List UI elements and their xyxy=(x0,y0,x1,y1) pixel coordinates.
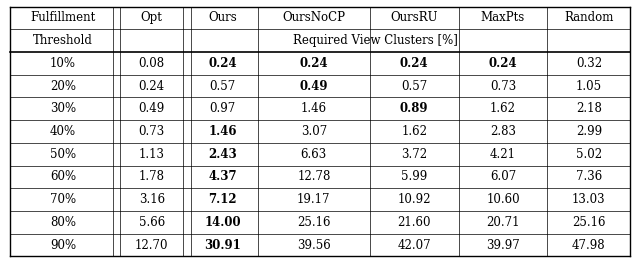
Text: 6.07: 6.07 xyxy=(490,170,516,183)
Text: 1.78: 1.78 xyxy=(139,170,165,183)
Text: 80%: 80% xyxy=(50,216,76,229)
Text: 10%: 10% xyxy=(50,57,76,70)
Text: 0.97: 0.97 xyxy=(209,102,236,115)
Text: 1.05: 1.05 xyxy=(576,80,602,93)
Text: Fulfillment: Fulfillment xyxy=(30,11,95,24)
Text: 0.49: 0.49 xyxy=(139,102,165,115)
Text: 14.00: 14.00 xyxy=(204,216,241,229)
Text: 40%: 40% xyxy=(50,125,76,138)
Text: 3.07: 3.07 xyxy=(301,125,327,138)
Text: 0.57: 0.57 xyxy=(401,80,428,93)
Text: 2.99: 2.99 xyxy=(576,125,602,138)
Text: 12.78: 12.78 xyxy=(297,170,330,183)
Text: 0.24: 0.24 xyxy=(489,57,517,70)
Text: 12.70: 12.70 xyxy=(135,239,168,252)
Text: 6.63: 6.63 xyxy=(301,148,327,161)
Text: 2.83: 2.83 xyxy=(490,125,516,138)
Text: 0.24: 0.24 xyxy=(300,57,328,70)
Text: 4.21: 4.21 xyxy=(490,148,516,161)
Text: 0.24: 0.24 xyxy=(139,80,165,93)
Text: 0.89: 0.89 xyxy=(400,102,428,115)
Text: 20.71: 20.71 xyxy=(486,216,520,229)
Text: 0.32: 0.32 xyxy=(576,57,602,70)
Text: 5.99: 5.99 xyxy=(401,170,428,183)
Text: 13.03: 13.03 xyxy=(572,193,605,206)
Text: 1.13: 1.13 xyxy=(139,148,165,161)
Text: 70%: 70% xyxy=(50,193,76,206)
Text: 50%: 50% xyxy=(50,148,76,161)
Text: 39.56: 39.56 xyxy=(297,239,331,252)
Text: 0.73: 0.73 xyxy=(490,80,516,93)
Text: 10.92: 10.92 xyxy=(397,193,431,206)
Text: 7.12: 7.12 xyxy=(208,193,237,206)
Text: 0.24: 0.24 xyxy=(208,57,237,70)
Text: 60%: 60% xyxy=(50,170,76,183)
Text: 7.36: 7.36 xyxy=(576,170,602,183)
Text: 2.43: 2.43 xyxy=(208,148,237,161)
Text: 90%: 90% xyxy=(50,239,76,252)
Text: Random: Random xyxy=(564,11,614,24)
Text: Required View Clusters [%]: Required View Clusters [%] xyxy=(293,34,458,47)
Text: 30.91: 30.91 xyxy=(204,239,241,252)
Text: 3.16: 3.16 xyxy=(139,193,165,206)
Text: 3.72: 3.72 xyxy=(401,148,428,161)
Text: 1.46: 1.46 xyxy=(208,125,237,138)
Text: Threshold: Threshold xyxy=(33,34,93,47)
Text: 0.24: 0.24 xyxy=(400,57,429,70)
Text: 4.37: 4.37 xyxy=(208,170,237,183)
Text: 19.17: 19.17 xyxy=(297,193,331,206)
Text: 2.18: 2.18 xyxy=(576,102,602,115)
Text: OursNoCP: OursNoCP xyxy=(282,11,346,24)
Text: 25.16: 25.16 xyxy=(297,216,331,229)
Text: 5.66: 5.66 xyxy=(139,216,165,229)
Text: 47.98: 47.98 xyxy=(572,239,605,252)
Text: 39.97: 39.97 xyxy=(486,239,520,252)
Text: 1.46: 1.46 xyxy=(301,102,327,115)
Text: MaxPts: MaxPts xyxy=(481,11,525,24)
Text: 1.62: 1.62 xyxy=(401,125,428,138)
Text: 30%: 30% xyxy=(50,102,76,115)
Text: 25.16: 25.16 xyxy=(572,216,605,229)
Text: 10.60: 10.60 xyxy=(486,193,520,206)
Text: 20%: 20% xyxy=(50,80,76,93)
Text: 0.57: 0.57 xyxy=(209,80,236,93)
Text: Ours: Ours xyxy=(208,11,237,24)
Text: 5.02: 5.02 xyxy=(576,148,602,161)
Text: Opt: Opt xyxy=(141,11,163,24)
Text: OursRU: OursRU xyxy=(390,11,438,24)
Text: 21.60: 21.60 xyxy=(397,216,431,229)
Text: 0.49: 0.49 xyxy=(300,80,328,93)
Text: 1.62: 1.62 xyxy=(490,102,516,115)
Text: 0.73: 0.73 xyxy=(139,125,165,138)
Text: 0.08: 0.08 xyxy=(139,57,165,70)
Text: 42.07: 42.07 xyxy=(397,239,431,252)
